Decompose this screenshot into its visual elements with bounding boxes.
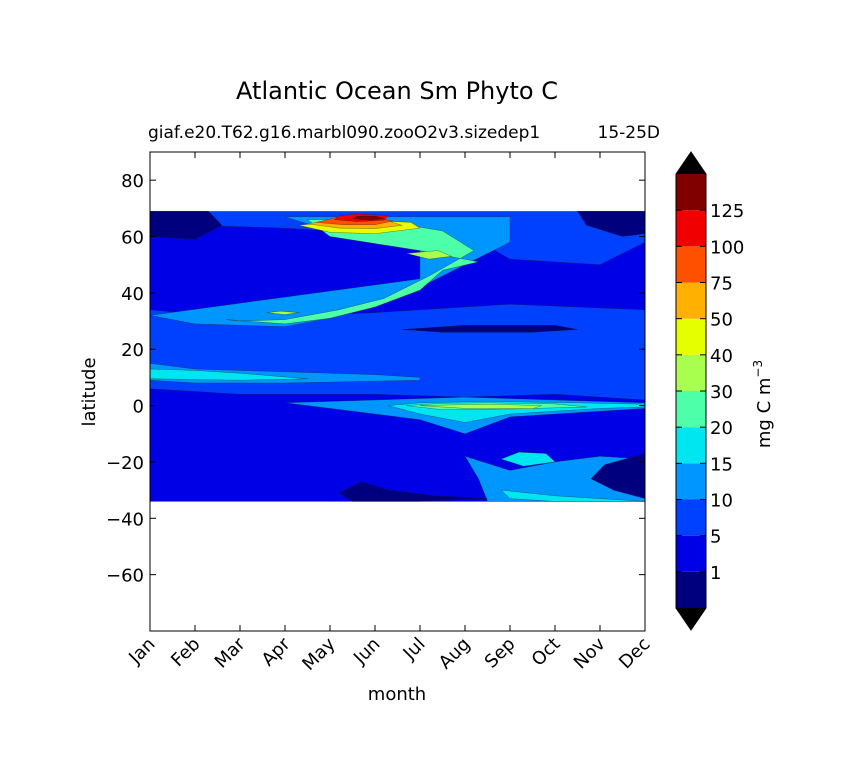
colorbar-swatch bbox=[676, 174, 706, 211]
colorbar-tick-label: 75 bbox=[710, 274, 733, 295]
colorbar-label-superscript: −3 bbox=[751, 360, 765, 378]
contour-region-21 bbox=[577, 210, 645, 237]
x-tick-label: Sep bbox=[481, 634, 520, 673]
x-tick-label: Jul bbox=[399, 634, 430, 665]
colorbar-tick-label: 15 bbox=[710, 454, 733, 475]
colorbar-extend-top bbox=[676, 152, 706, 174]
x-tick-label: Aug bbox=[435, 634, 475, 674]
colorbar-label: mg C m−3 bbox=[751, 360, 775, 448]
y-tick-label: −60 bbox=[106, 566, 144, 587]
colorbar-swatch bbox=[676, 210, 706, 247]
colorbar-swatch bbox=[676, 499, 706, 536]
colorbar-tick-label: 100 bbox=[710, 237, 744, 258]
colorbar-tick-label: 40 bbox=[710, 346, 733, 367]
colorbar-tick-label: 10 bbox=[710, 491, 733, 512]
colorbar-tick-label: 20 bbox=[710, 418, 733, 439]
contour-region-5 bbox=[464, 455, 645, 502]
colorbar-tick-label: 125 bbox=[710, 201, 744, 222]
y-tick-label: 40 bbox=[121, 284, 144, 305]
contour-region-24 bbox=[590, 453, 645, 499]
colorbar-tick-label: 1 bbox=[710, 563, 721, 584]
x-tick-label: Mar bbox=[211, 633, 250, 672]
x-tick-label: Jun bbox=[349, 634, 384, 669]
colorbar-swatch bbox=[676, 571, 706, 608]
contour-regions bbox=[150, 210, 645, 502]
y-tick-label: 60 bbox=[121, 228, 144, 249]
colorbar-swatch bbox=[676, 354, 706, 391]
y-tick-label: 0 bbox=[133, 397, 144, 418]
x-tick-label: Feb bbox=[167, 634, 204, 671]
y-axis-label: latitude bbox=[79, 357, 100, 426]
colorbar-extend-bottom bbox=[676, 608, 706, 630]
x-tick-label: Jan bbox=[124, 634, 159, 669]
x-tick-label: Apr bbox=[258, 633, 295, 670]
y-tick-label: 80 bbox=[121, 171, 144, 192]
x-axis-label: month bbox=[368, 684, 426, 705]
contour-region-19 bbox=[351, 215, 385, 221]
chart-subtitle-left: giaf.e20.T62.g16.marbl090.zooO2v3.sizede… bbox=[148, 123, 540, 143]
contour-region-22 bbox=[401, 325, 578, 333]
contour-region-23 bbox=[338, 481, 488, 502]
contour-region-10 bbox=[226, 219, 479, 325]
chart-subtitle-right: 15-25D bbox=[598, 123, 661, 143]
colorbar-swatch bbox=[676, 535, 706, 572]
contour-region-9 bbox=[500, 489, 645, 502]
colorbar-swatch bbox=[676, 318, 706, 355]
colorbar-swatch bbox=[676, 463, 706, 500]
y-tick-label: 20 bbox=[121, 340, 144, 361]
chart-title: Atlantic Ocean Sm Phyto C bbox=[236, 77, 558, 105]
svg-text:mg C m−3: mg C m−3 bbox=[751, 360, 775, 448]
x-tick-label: Dec bbox=[615, 634, 654, 673]
y-axis: 80 60 40 20 0 −20 −40 −60 bbox=[106, 171, 645, 587]
x-tick-label: May bbox=[298, 633, 339, 674]
colorbar-tick-label: 5 bbox=[710, 527, 721, 548]
colorbar-swatch bbox=[676, 246, 706, 283]
contour-region-8 bbox=[500, 451, 556, 467]
colorbar-outline bbox=[675, 151, 707, 631]
x-tick-label: Oct bbox=[528, 634, 565, 671]
contour-region-13 bbox=[266, 310, 299, 315]
contour-region-6 bbox=[150, 368, 308, 381]
colorbar-swatch bbox=[676, 282, 706, 319]
colorbar-tick-label: 50 bbox=[710, 310, 733, 331]
x-tick-label: Nov bbox=[570, 633, 610, 673]
colorbar-swatch bbox=[676, 427, 706, 464]
colorbar-swatch bbox=[676, 391, 706, 428]
contour-region-14 bbox=[419, 403, 542, 409]
colorbar-label-text: mg C m bbox=[754, 378, 775, 449]
plot-frame bbox=[149, 151, 646, 632]
colorbar-tick-label: 30 bbox=[710, 382, 733, 403]
y-tick-label: −40 bbox=[106, 509, 144, 530]
contour-region-20 bbox=[150, 210, 223, 240]
y-tick-label: −20 bbox=[106, 453, 144, 474]
plot-area bbox=[150, 210, 645, 502]
contour-region-12 bbox=[406, 250, 453, 260]
